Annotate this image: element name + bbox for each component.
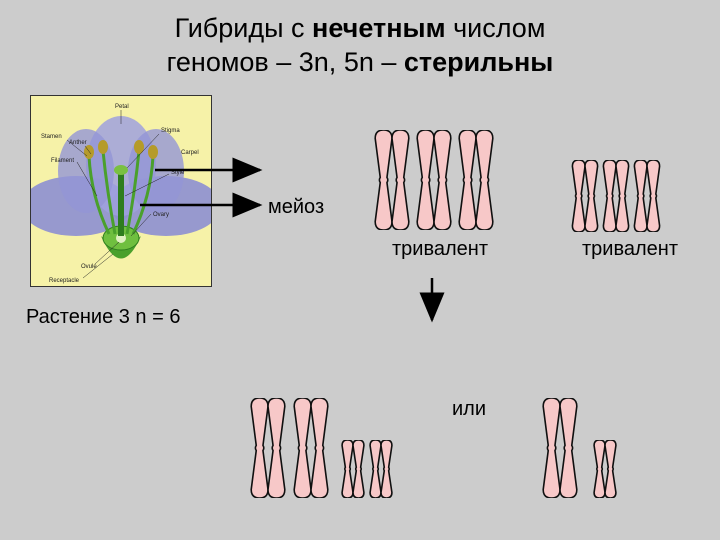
trivalent-label-2: тривалент <box>582 238 678 261</box>
svg-text:Stamen: Stamen <box>41 134 62 140</box>
title-line1-c: числом <box>446 13 546 43</box>
title-line1-b: нечетным <box>312 13 446 43</box>
svg-text:Ovule: Ovule <box>81 264 97 270</box>
svg-text:Anther: Anther <box>69 140 87 146</box>
svg-text:Ovary: Ovary <box>153 212 169 218</box>
title-line2-b: стерильны <box>404 47 553 77</box>
flower-diagram: Petal Stigma Carpel Style Stamen Anther … <box>30 95 212 287</box>
svg-text:Receptacle: Receptacle <box>49 278 80 284</box>
svg-text:Petal: Petal <box>115 104 129 110</box>
svg-text:Style: Style <box>171 170 185 176</box>
chromosome-pair-large <box>248 398 331 498</box>
title-line2-a: геномов – 3n, 5n – <box>167 47 404 77</box>
chromosome-trivalent-large <box>372 130 496 230</box>
slide-stage: Гибриды с нечетным числом геномов – 3n, … <box>0 0 720 540</box>
title-line1-a: Гибриды с <box>175 13 312 43</box>
svg-text:Carpel: Carpel <box>181 150 199 156</box>
chromosome-single-small <box>592 440 618 498</box>
plant-label: Растение 3 n = 6 <box>26 306 180 329</box>
or-label: или <box>452 398 486 421</box>
chromosome-single-large <box>540 398 580 498</box>
meiosis-label: мейоз <box>268 196 324 219</box>
chromosome-pair-small <box>340 440 394 498</box>
svg-text:Stigma: Stigma <box>161 128 180 134</box>
trivalent-label-1: тривалент <box>392 238 488 261</box>
slide-title: Гибриды с нечетным числом геномов – 3n, … <box>0 12 720 80</box>
svg-text:Filament: Filament <box>51 158 74 164</box>
chromosome-trivalent-small <box>570 160 662 232</box>
